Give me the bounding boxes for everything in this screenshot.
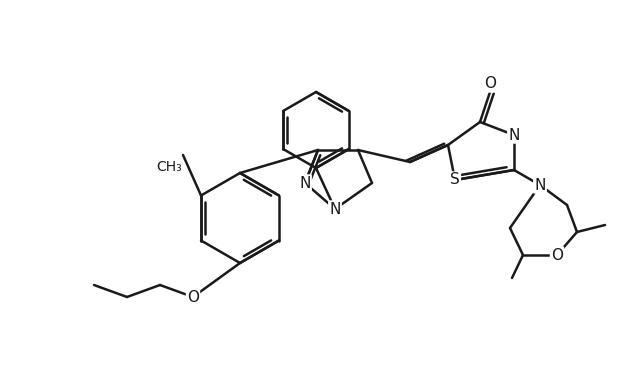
Text: O: O <box>187 290 199 305</box>
Text: N: N <box>534 178 546 193</box>
Text: O: O <box>551 247 563 262</box>
Text: N: N <box>508 127 520 143</box>
Text: N: N <box>300 176 310 190</box>
Text: CH₃: CH₃ <box>156 160 182 174</box>
Text: S: S <box>450 173 460 187</box>
Text: N: N <box>330 201 340 216</box>
Text: O: O <box>484 77 496 92</box>
